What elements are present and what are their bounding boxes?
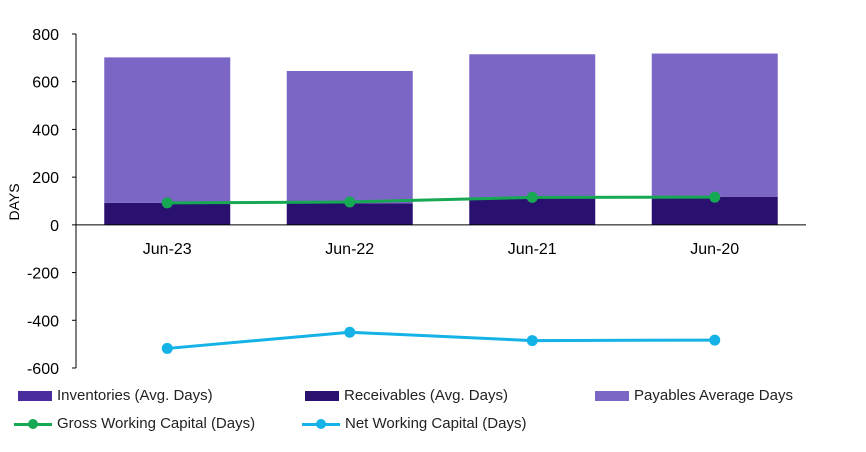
y-tick-label: 600	[32, 75, 59, 92]
bar-payables-jun-20	[651, 53, 778, 197]
bars-layer	[104, 53, 778, 225]
y-axis-label: DAYS	[6, 183, 22, 220]
legend-label-gross: Gross Working Capital (Days)	[57, 415, 256, 432]
legend-item-receivables: Receivables (Avg. Days)	[305, 387, 508, 404]
receivables-swatch	[305, 390, 339, 401]
net-line-key	[302, 418, 340, 429]
legend-label-receivables: Receivables (Avg. Days)	[344, 387, 508, 404]
point-net-jun-21	[526, 335, 538, 347]
y-tick-label: 200	[32, 170, 59, 187]
point-gross-jun-21	[526, 191, 538, 203]
legend-item-net: Net Working Capital (Days)	[302, 415, 526, 432]
bar-payables-jun-22	[286, 70, 413, 204]
x-category-label: Jun-20	[690, 241, 739, 258]
x-category-label: Jun-22	[325, 241, 374, 258]
legend-label-payables: Payables Average Days	[634, 387, 793, 404]
bar-receivables-jun-22	[286, 203, 413, 225]
point-net-jun-23	[161, 342, 173, 354]
point-net-jun-22	[344, 326, 356, 338]
y-tick-label: 0	[50, 218, 59, 235]
bar-payables-jun-23	[104, 57, 231, 203]
axes-layer: 800 600 400 200 0 -200 -400 -600 Jun-23 Jun-22 Jun…	[27, 27, 806, 378]
y-tick-label: -600	[27, 361, 59, 378]
point-net-jun-20	[709, 334, 721, 346]
legend-item-inventories: Inventories (Avg. Days)	[18, 387, 213, 404]
x-category-label: Jun-21	[508, 241, 557, 258]
line-net-working-capital	[167, 330, 715, 350]
x-category-label: Jun-23	[143, 241, 192, 258]
payables-swatch	[595, 390, 629, 401]
legend-label-inventories: Inventories (Avg. Days)	[57, 387, 213, 404]
bar-payables-jun-21	[469, 54, 596, 199]
legend-item-payables: Payables Average Days	[595, 387, 793, 404]
y-tick-label: 800	[32, 27, 59, 44]
point-gross-jun-23	[161, 197, 173, 209]
lines-layer	[161, 191, 721, 354]
legend-item-gross: Gross Working Capital (Days)	[14, 415, 255, 432]
gross-line-key	[14, 418, 52, 429]
inventories-swatch	[18, 390, 52, 401]
point-gross-jun-22	[344, 196, 356, 208]
bar-receivables-jun-23	[104, 202, 231, 225]
y-tick-label: -200	[27, 266, 59, 283]
line-gross-working-capital	[167, 195, 715, 205]
chart-area: 800 600 400 200 0 -200 -400 -600 Jun-23 Jun-22 Jun…	[6, 27, 806, 378]
point-gross-jun-20	[709, 191, 721, 203]
y-tick-label: 400	[32, 122, 59, 139]
y-tick-label: -400	[27, 313, 59, 330]
legend-label-net: Net Working Capital (Days)	[345, 415, 527, 432]
